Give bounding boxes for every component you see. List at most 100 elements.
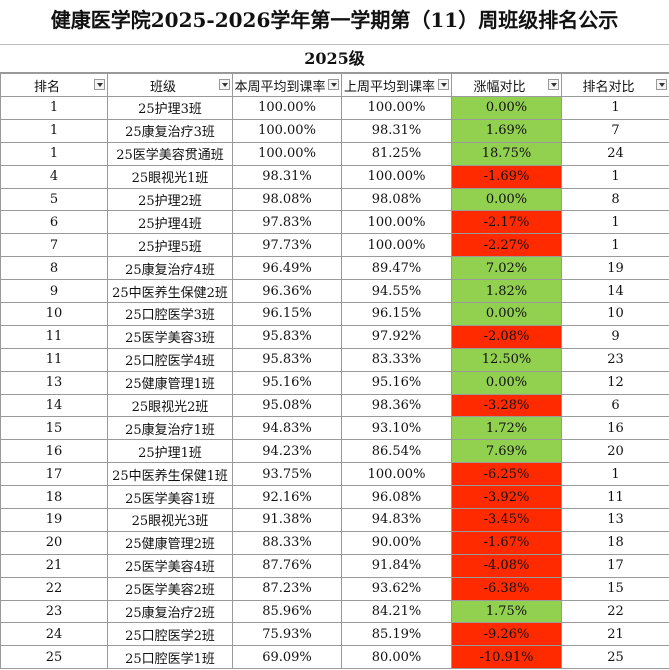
change-cell: 1.69% <box>451 118 562 143</box>
table-row: 16 25护理1班 94.23% 86.54% 7.69% 20 <box>0 439 669 464</box>
column-header: 排名对比 <box>561 73 669 97</box>
change-cell: 0.00% <box>451 187 562 212</box>
table-row: 23 25康复治疗2班 85.96% 84.21% 1.75% 22 <box>0 599 669 624</box>
table-cell: 100.00% <box>341 462 452 487</box>
column-header-text: 班级 <box>149 79 176 95</box>
table-cell: 17 <box>561 553 669 578</box>
table-cell: 14 <box>561 279 669 304</box>
table-cell: 20 <box>0 530 108 555</box>
change-cell: 1.75% <box>451 599 562 624</box>
column-header-text: 上周平均到课率 <box>343 79 435 95</box>
table-cell: 25 <box>561 645 669 670</box>
filter-button[interactable] <box>656 79 667 90</box>
table-row: 10 25口腔医学3班 96.15% 96.15% 0.00% 10 <box>0 302 669 326</box>
table-cell: 9 <box>0 279 108 304</box>
table-cell: 15 <box>0 416 108 441</box>
change-cell: -3.92% <box>451 485 562 510</box>
table-cell: 20 <box>561 439 669 464</box>
table-cell: 25医学美容1班 <box>107 485 233 510</box>
table-cell: 18 <box>561 530 669 555</box>
table-cell: 25健康管理2班 <box>107 530 233 555</box>
table-cell: 92.16% <box>232 485 342 510</box>
table-cell: 25口腔医学4班 <box>107 347 233 372</box>
table-cell: 21 <box>0 553 108 578</box>
table-cell: 25医学美容3班 <box>107 324 233 349</box>
table-row: 8 25康复治疗4班 96.49% 89.47% 7.02% 19 <box>0 256 669 281</box>
table-cell: 95.16% <box>232 370 342 395</box>
table-cell: 93.10% <box>341 416 452 441</box>
table-cell: 19 <box>0 508 108 532</box>
table-cell: 1 <box>561 233 669 258</box>
table-cell: 96.49% <box>232 256 342 281</box>
table-cell: 96.15% <box>232 302 342 326</box>
table-cell: 98.31% <box>232 164 342 189</box>
table-cell: 23 <box>561 347 669 372</box>
table-cell: 25康复治疗3班 <box>107 118 233 143</box>
column-header: 涨幅对比 <box>451 73 562 97</box>
filter-button[interactable] <box>328 79 339 90</box>
table-cell: 25医学美容贯通班 <box>107 141 233 166</box>
table-cell: 24 <box>561 141 669 166</box>
column-header-text: 排名对比 <box>582 79 635 95</box>
table-row: 25 25口腔医学1班 69.09% 80.00% -10.91% 25 <box>0 645 669 670</box>
change-cell: -2.17% <box>451 210 562 235</box>
change-cell: 7.02% <box>451 256 562 281</box>
table-cell: 84.21% <box>341 599 452 624</box>
table-cell: 100.00% <box>341 96 452 120</box>
table-cell: 1 <box>561 96 669 120</box>
table-cell: 1 <box>561 210 669 235</box>
table-cell: 25中医养生保健1班 <box>107 462 233 487</box>
table-row: 24 25口腔医学2班 75.93% 85.19% -9.26% 21 <box>0 622 669 647</box>
table-cell: 25健康管理1班 <box>107 370 233 395</box>
table-cell: 22 <box>0 576 108 601</box>
table-cell: 19 <box>561 256 669 281</box>
table-cell: 95.83% <box>232 347 342 372</box>
header-row: 排名 班级 本周平均到课率 上周平均到课率 涨幅对比 排名对比 <box>0 73 669 97</box>
table-row: 14 25眼视光2班 95.08% 98.36% -3.28% 6 <box>0 393 669 418</box>
filter-button[interactable] <box>438 79 449 90</box>
table-cell: 100.00% <box>341 233 452 258</box>
change-cell: -2.27% <box>451 233 562 258</box>
table-cell: 1 <box>0 141 108 166</box>
change-cell: -3.28% <box>451 393 562 418</box>
table-cell: 25康复治疗2班 <box>107 599 233 624</box>
table-cell: 25 <box>0 645 108 670</box>
table-cell: 25医学美容2班 <box>107 576 233 601</box>
change-cell: 0.00% <box>451 370 562 395</box>
table-row: 20 25健康管理2班 88.33% 90.00% -1.67% 18 <box>0 530 669 555</box>
change-cell: -1.67% <box>451 530 562 555</box>
filter-button[interactable] <box>219 79 230 90</box>
table-cell: 94.23% <box>232 439 342 464</box>
table-cell: 17 <box>0 462 108 487</box>
table-row: 13 25健康管理1班 95.16% 95.16% 0.00% 12 <box>0 370 669 395</box>
table-cell: 96.36% <box>232 279 342 304</box>
change-cell: 0.00% <box>451 302 562 326</box>
table-cell: 75.93% <box>232 622 342 647</box>
table-cell: 97.73% <box>232 233 342 258</box>
table-cell: 4 <box>0 164 108 189</box>
table-body: 1 25护理3班 100.00% 100.00% 0.00% 1 1 25康复治疗3班 100.… <box>0 96 669 670</box>
table-cell: 25康复治疗1班 <box>107 416 233 441</box>
column-header-text: 涨幅对比 <box>473 79 526 95</box>
change-cell: -10.91% <box>451 645 562 670</box>
table-cell: 95.83% <box>232 324 342 349</box>
filter-button[interactable] <box>94 79 105 90</box>
table-cell: 1 <box>561 164 669 189</box>
table-cell: 100.00% <box>232 96 342 120</box>
table-cell: 6 <box>0 210 108 235</box>
table-row: 4 25眼视光1班 98.31% 100.00% -1.69% 1 <box>0 164 669 189</box>
table-cell: 25护理1班 <box>107 439 233 464</box>
table-cell: 23 <box>0 599 108 624</box>
table-cell: 25口腔医学2班 <box>107 622 233 647</box>
table-cell: 1 <box>561 462 669 487</box>
table-cell: 94.83% <box>232 416 342 441</box>
column-header: 上周平均到课率 <box>341 73 452 97</box>
table-cell: 98.08% <box>232 187 342 212</box>
table-cell: 25眼视光3班 <box>107 508 233 532</box>
table-cell: 14 <box>0 393 108 418</box>
filter-button[interactable] <box>548 79 559 90</box>
table-cell: 8 <box>0 256 108 281</box>
table-cell: 25医学美容4班 <box>107 553 233 578</box>
table-cell: 91.38% <box>232 508 342 532</box>
